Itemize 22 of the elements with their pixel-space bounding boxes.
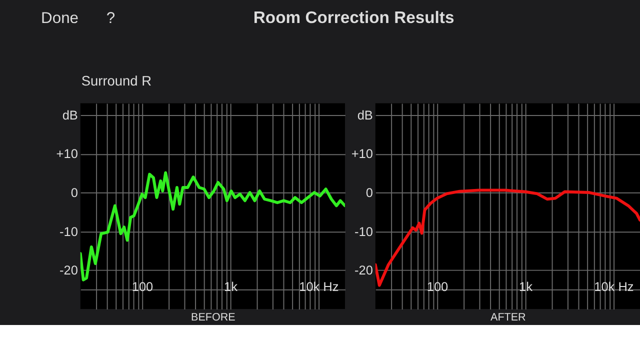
- y-tick-label: dB: [62, 107, 78, 122]
- x-tick-label: 10k Hz: [299, 278, 339, 294]
- x-axis-title: BEFORE: [191, 311, 236, 324]
- y-tick-label: 0: [366, 184, 373, 200]
- x-tick-label: 100: [426, 278, 448, 294]
- text: ?: [106, 10, 116, 27]
- x-tick-label: 100: [132, 278, 154, 294]
- x-tick-label: 1k: [519, 278, 534, 294]
- y-tick-label: +10: [56, 146, 78, 162]
- x-axis-title: AFTER: [490, 311, 526, 324]
- y-tick-label: -20: [354, 262, 373, 278]
- chart-subtitle: Surround R: [81, 74, 152, 89]
- y-tick-label: -10: [354, 224, 373, 239]
- text: Done: [41, 10, 79, 27]
- y-tick-label: 0: [70, 184, 78, 200]
- y-tick-label: -10: [60, 224, 78, 239]
- x-tick-label: 1k: [224, 278, 238, 294]
- y-tick-label: +10: [351, 146, 373, 162]
- y-tick-label: dB: [357, 107, 373, 122]
- y-tick-label: -20: [60, 262, 78, 278]
- x-tick-label: 10k Hz: [594, 278, 634, 294]
- chart-title: Room Correction Results: [253, 8, 454, 27]
